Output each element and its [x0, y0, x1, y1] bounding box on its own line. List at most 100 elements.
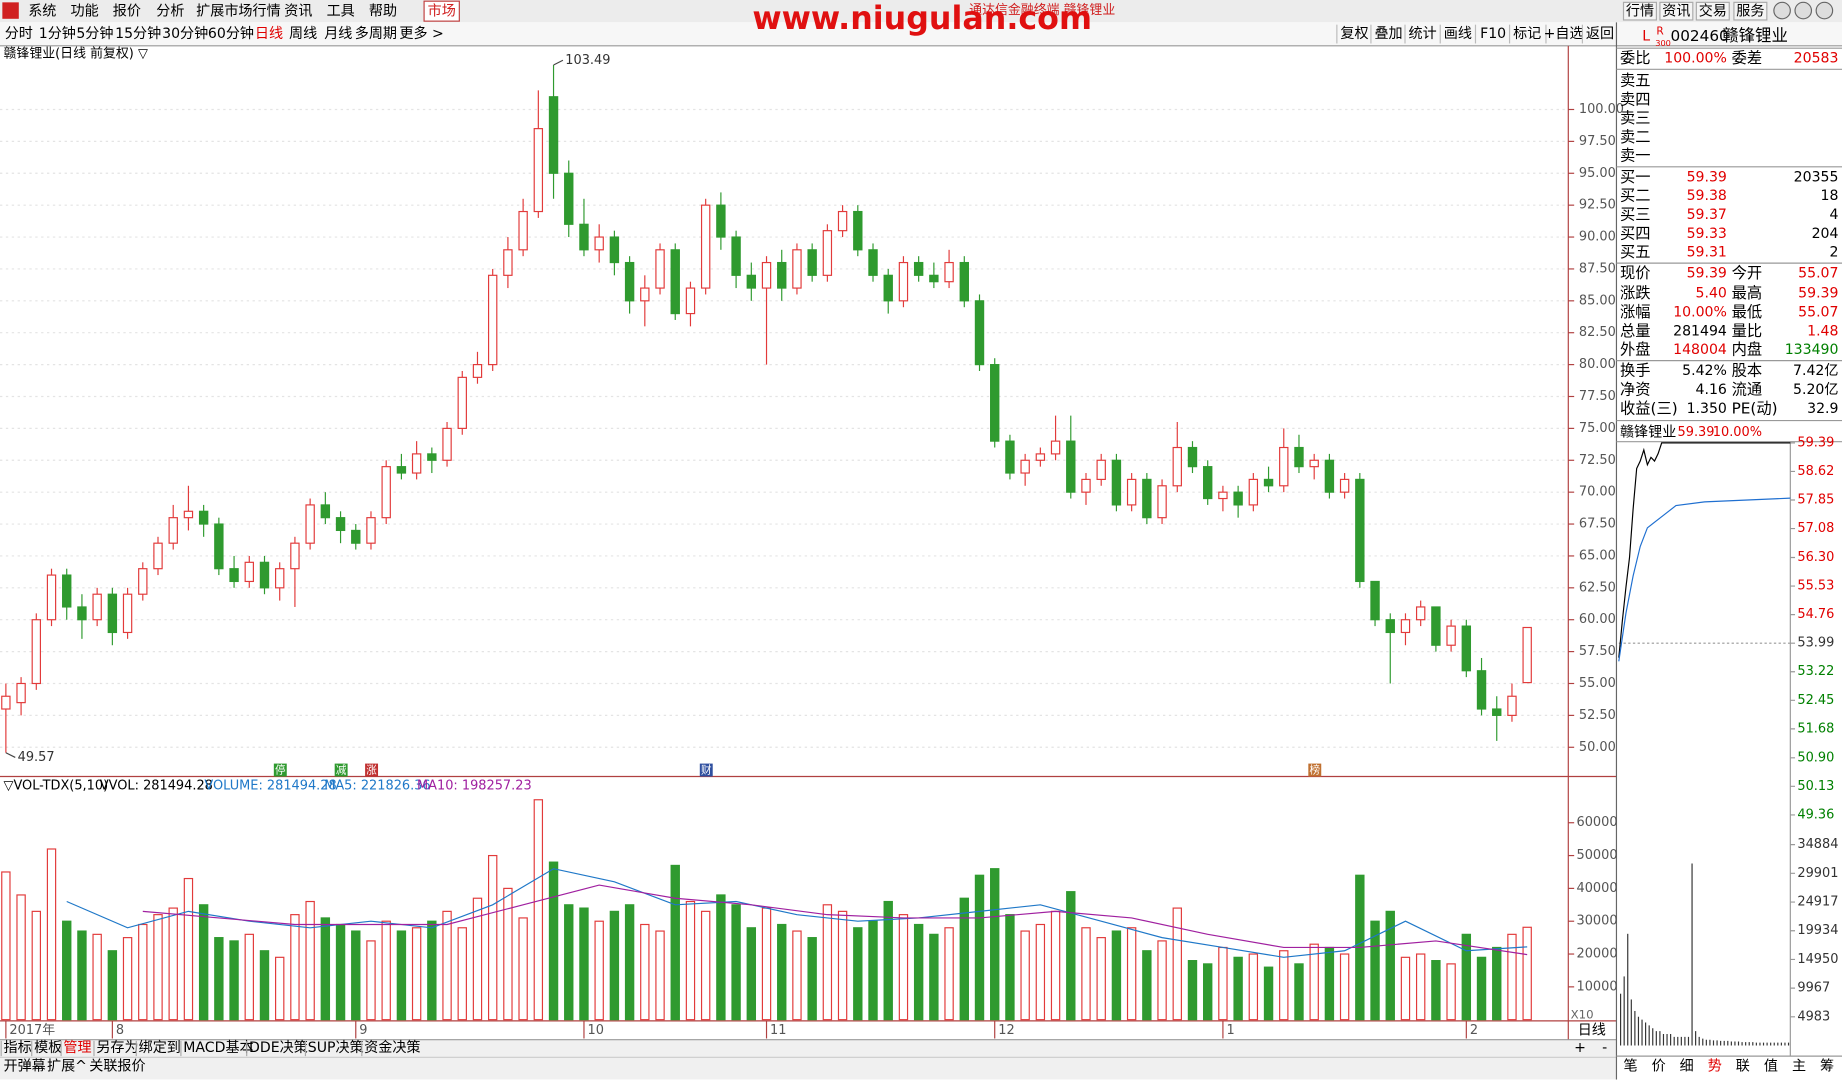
volume-bar	[503, 887, 513, 1021]
bid-volume: 204	[1812, 226, 1839, 242]
candle-body	[351, 529, 361, 544]
period-tab[interactable]: 月线	[324, 26, 352, 42]
menu-item[interactable]: 系统	[28, 4, 56, 20]
bottom-tab[interactable]: 模板	[34, 1040, 62, 1056]
y-tick-label: 62.50	[1579, 580, 1616, 595]
side-tab[interactable]: 细	[1680, 1059, 1694, 1075]
menu-item[interactable]: 分析	[156, 4, 184, 20]
period-tab[interactable]: 更多 >	[399, 25, 443, 42]
volume-bar	[1309, 943, 1319, 1021]
menu-item[interactable]: 报价	[113, 4, 141, 20]
period-tab[interactable]: 15分钟	[115, 25, 161, 42]
bottom-tab[interactable]: DDE决策	[249, 1039, 308, 1056]
event-icon[interactable]	[334, 763, 348, 777]
period-tab[interactable]: 60分钟	[208, 25, 254, 42]
ask-label: 卖二	[1620, 128, 1651, 146]
tool-button[interactable]: +自选	[1544, 26, 1584, 42]
volume-bar	[1172, 907, 1182, 1021]
ask-label: 卖四	[1620, 90, 1651, 108]
candle-body	[1370, 580, 1380, 621]
menu-item[interactable]: 帮助	[369, 4, 397, 20]
event-icon[interactable]	[365, 763, 379, 777]
window-buttons[interactable]	[1773, 1, 1834, 20]
bottom-tab[interactable]: 指标	[4, 1040, 32, 1056]
top-button-box	[1733, 1, 1768, 21]
quote-label: 委比	[1620, 49, 1651, 67]
side-tab[interactable]: 势	[1708, 1059, 1722, 1075]
top-button-box	[1659, 1, 1694, 21]
tool-button[interactable]: 叠加	[1374, 26, 1402, 42]
volume-bar	[107, 950, 118, 1021]
bottom-tab[interactable]: 开弹幕	[4, 1059, 46, 1075]
menu-item[interactable]: 工具	[327, 4, 355, 20]
side-tab[interactable]: 联	[1736, 1059, 1750, 1075]
side-tab[interactable]: 价	[1652, 1059, 1666, 1075]
side-tab[interactable]: 筹	[1820, 1058, 1834, 1075]
tool-button[interactable]: 返回	[1586, 26, 1614, 42]
quote-value: 1.48	[1807, 323, 1838, 339]
tool-button[interactable]: 标记	[1513, 26, 1541, 42]
period-tab[interactable]: 30分钟	[162, 25, 208, 42]
tool-button[interactable]: 画线	[1444, 26, 1472, 42]
menu-item[interactable]: 扩展市场行情	[196, 3, 280, 20]
bottom-tab[interactable]: 资金决策	[364, 1039, 420, 1056]
period-tab[interactable]: 5分钟	[76, 25, 113, 42]
candle-body	[959, 261, 969, 302]
candle-body	[16, 682, 26, 704]
volume-bar	[1339, 953, 1350, 1021]
period-tab[interactable]: 多周期	[355, 25, 397, 42]
zoom-button[interactable]: -	[1602, 1040, 1607, 1056]
side-tab[interactable]: 主	[1792, 1059, 1806, 1075]
y-tick-label: 40000	[1577, 881, 1618, 896]
bottom-tab[interactable]: SUP决策	[308, 1039, 364, 1056]
quote-value: 4.16	[1696, 382, 1727, 398]
bottom-tab[interactable]: 绑定到	[139, 1040, 181, 1056]
candle-body	[31, 619, 41, 685]
candle-body	[168, 517, 178, 544]
quote-value: 32.9	[1807, 401, 1838, 417]
tool-button[interactable]: 统计	[1409, 26, 1437, 42]
volume-bar	[1400, 956, 1411, 1021]
bottom-tab[interactable]: 扩展^	[47, 1059, 87, 1075]
tool-button[interactable]: 复权	[1340, 25, 1368, 42]
menu-item[interactable]: 资讯	[284, 4, 312, 20]
volume-bar	[198, 904, 209, 1021]
y-tick-label: 50.90	[1797, 750, 1834, 765]
top-button[interactable]: 行情	[1626, 4, 1654, 20]
event-icon[interactable]	[699, 763, 713, 777]
volume-bar	[46, 848, 57, 1021]
bottom-tab[interactable]: 关联报价	[89, 1059, 145, 1075]
zoom-button[interactable]: +	[1574, 1040, 1586, 1056]
event-label: 停	[275, 764, 286, 777]
side-tab[interactable]: 值	[1764, 1059, 1778, 1075]
candle-body	[198, 510, 209, 525]
period-tab[interactable]: 周线	[289, 26, 317, 42]
candle-body	[1263, 478, 1274, 487]
volume-bar	[974, 874, 985, 1021]
event-icon[interactable]	[1308, 763, 1322, 777]
bottom-tab[interactable]: MACD基本	[183, 1039, 253, 1056]
volume-bar	[1248, 953, 1259, 1021]
period-tab[interactable]: 日线	[255, 26, 283, 42]
menu-item[interactable]: 功能	[70, 4, 98, 20]
bottom-tab[interactable]: 另存为	[96, 1040, 138, 1056]
side-tab[interactable]: 笔	[1624, 1059, 1638, 1075]
market-tab[interactable]: 市场	[428, 3, 456, 20]
candle-body	[1142, 478, 1152, 519]
candle-body	[853, 210, 863, 251]
volume-bar	[1476, 956, 1487, 1021]
top-button[interactable]: 交易	[1699, 3, 1727, 20]
top-button[interactable]: 资讯	[1662, 4, 1690, 20]
period-tab[interactable]: 分时	[5, 26, 33, 42]
quote-value: 7.42亿	[1793, 363, 1838, 379]
y-tick-label: 20000	[1577, 947, 1618, 962]
candle-body	[366, 517, 376, 544]
period-tab[interactable]: 1分钟	[39, 25, 76, 42]
tool-button[interactable]: F10	[1480, 26, 1506, 42]
bottom-tab[interactable]: 管理	[63, 1040, 91, 1056]
top-button[interactable]: 服务	[1736, 4, 1764, 20]
quote-label: PE(动)	[1732, 399, 1778, 417]
event-label: 财	[701, 764, 712, 777]
event-icon[interactable]	[273, 763, 287, 777]
y-tick-label: 56.30	[1797, 550, 1834, 565]
